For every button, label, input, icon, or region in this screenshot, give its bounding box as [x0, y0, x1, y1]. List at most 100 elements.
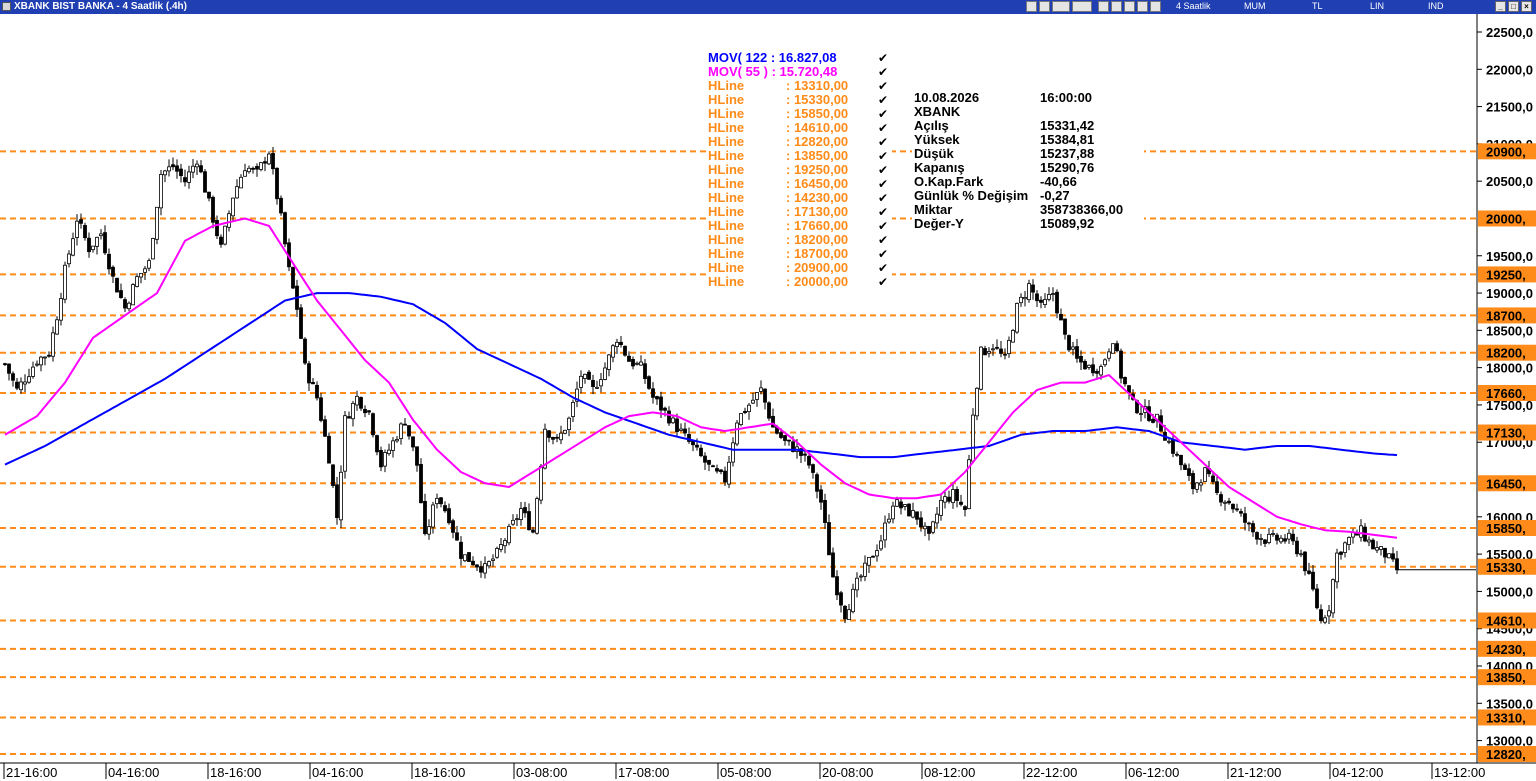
legend-hline-name[interactable]: HLine: [708, 120, 744, 135]
legend-check-icon[interactable]: ✔: [878, 233, 888, 247]
candle-body: [919, 517, 923, 528]
price-tick-label: 15500,0: [1486, 547, 1533, 562]
legend-hline-value[interactable]: : 15330,00: [786, 92, 848, 107]
legend-check-icon[interactable]: ✔: [878, 205, 888, 219]
legend-check-icon[interactable]: ✔: [878, 121, 888, 135]
legend-check-icon[interactable]: ✔: [878, 93, 888, 107]
legend-hline-value[interactable]: : 15850,00: [786, 106, 848, 121]
legend-hline-name[interactable]: HLine: [708, 106, 744, 121]
legend-mov-label[interactable]: MOV( 122 : 16.827,08: [708, 50, 837, 65]
legend-hline-name[interactable]: HLine: [708, 162, 744, 177]
legend-hline-value[interactable]: : 18700,00: [786, 246, 848, 261]
legend-check-icon[interactable]: ✔: [878, 247, 888, 261]
legend-hline-value[interactable]: : 17660,00: [786, 218, 848, 233]
legend-hline-name[interactable]: HLine: [708, 218, 744, 233]
candle-body: [63, 264, 67, 300]
candle-body: [651, 388, 655, 398]
legend-hline-name[interactable]: HLine: [708, 204, 744, 219]
legend-check-icon[interactable]: ✔: [878, 177, 888, 191]
draw-line-icon[interactable]: [1124, 1, 1135, 12]
legend-hline-name[interactable]: HLine: [708, 274, 744, 289]
candle-body: [879, 540, 883, 550]
legend-hline-value[interactable]: : 20900,00: [786, 260, 848, 275]
legend-check-icon[interactable]: ✔: [878, 275, 888, 289]
legend-hline-name[interactable]: HLine: [708, 260, 744, 275]
legend-hline-name[interactable]: HLine: [708, 246, 744, 261]
candle-body: [211, 196, 215, 223]
legend-hline-value[interactable]: : 16450,00: [786, 176, 848, 191]
scale-label[interactable]: LIN: [1370, 1, 1385, 11]
candle-body: [195, 163, 199, 168]
time-tick-label: 04-16:00: [108, 765, 159, 780]
legend-check-icon[interactable]: ✔: [878, 149, 888, 163]
candle-body: [887, 518, 891, 523]
minimize-button[interactable]: _: [1495, 1, 1506, 12]
legend-hline-value[interactable]: : 19250,00: [786, 162, 848, 177]
candle-body: [475, 564, 479, 568]
candle-body: [1111, 343, 1115, 354]
copy-icon[interactable]: [1039, 1, 1050, 12]
legend-check-icon[interactable]: ✔: [878, 261, 888, 275]
candle-body: [7, 363, 11, 374]
candle-body: [1175, 453, 1179, 456]
maximize-button[interactable]: □: [1508, 1, 1519, 12]
legend-hline-value[interactable]: : 14230,00: [786, 190, 848, 205]
legend-check-icon[interactable]: ✔: [878, 135, 888, 149]
candle-body: [735, 422, 739, 445]
legend-hline-value[interactable]: : 20000,00: [786, 274, 848, 289]
legend-hline-name[interactable]: HLine: [708, 134, 744, 149]
period-label[interactable]: 4 Saatlik: [1176, 1, 1211, 11]
zoom-icon[interactable]: [1111, 1, 1122, 12]
legend-hline-value[interactable]: : 17130,00: [786, 204, 848, 219]
candle-body: [1067, 335, 1071, 351]
legend-hline-value[interactable]: : 12820,00: [786, 134, 848, 149]
legend-check-icon[interactable]: ✔: [878, 191, 888, 205]
candle-body: [1279, 537, 1283, 543]
legend-check-icon[interactable]: ✔: [878, 107, 888, 121]
legend-hline-name[interactable]: HLine: [708, 148, 744, 163]
hline-label-bg: [1478, 669, 1536, 686]
legend-check-icon[interactable]: ✔: [878, 163, 888, 177]
info-value: -40,66: [1040, 174, 1077, 189]
indicator-label[interactable]: IND: [1428, 1, 1444, 11]
candle-body: [127, 302, 131, 310]
candle-body: [383, 452, 387, 467]
currency-label[interactable]: TL: [1312, 1, 1323, 11]
price-chart[interactable]: 22500,022000,021500,021000,020500,019500…: [0, 14, 1536, 781]
legend-hline-value[interactable]: : 13850,00: [786, 148, 848, 163]
legend-check-icon[interactable]: ✔: [878, 219, 888, 233]
legend-hline-name[interactable]: HLine: [708, 190, 744, 205]
grid-icon[interactable]: [1098, 1, 1109, 12]
legend-check-icon[interactable]: ✔: [878, 79, 888, 93]
legend-hline-name[interactable]: HLine: [708, 176, 744, 191]
candle-body: [751, 399, 755, 404]
settings-icon[interactable]: [1150, 1, 1161, 12]
legend-hline-value[interactable]: : 18200,00: [786, 232, 848, 247]
candle-body: [403, 423, 407, 426]
candle-body: [191, 165, 195, 173]
template-icon[interactable]: [1072, 1, 1092, 12]
hline-label: 20900,: [1486, 144, 1526, 159]
legend-hline-name[interactable]: HLine: [708, 78, 744, 93]
legend-hline-name[interactable]: HLine: [708, 232, 744, 247]
candle-body: [1015, 303, 1019, 333]
legend-hline-value[interactable]: : 13310,00: [786, 78, 848, 93]
candle-body: [1219, 494, 1223, 503]
legend-check-icon[interactable]: ✔: [878, 51, 888, 65]
candle-body: [619, 341, 623, 346]
legend-check-icon[interactable]: ✔: [878, 65, 888, 79]
candle-body: [1103, 359, 1107, 366]
candle-body: [1203, 467, 1207, 482]
candle-body: [891, 505, 895, 520]
hline-label-bg: [1478, 266, 1536, 283]
legend-mov-label[interactable]: MOV( 55 ) : 15.720,48: [708, 64, 837, 79]
candle-body: [15, 381, 19, 389]
period-selector-icon[interactable]: [1052, 1, 1070, 12]
close-button[interactable]: ×: [1521, 1, 1532, 12]
price-axis: 22500,022000,021500,021000,020500,019500…: [1477, 25, 1536, 762]
legend-hline-name[interactable]: HLine: [708, 92, 744, 107]
pencil-icon[interactable]: [1137, 1, 1148, 12]
lock-icon[interactable]: [1026, 1, 1037, 12]
chart-type-label[interactable]: MUM: [1244, 1, 1266, 11]
legend-hline-value[interactable]: : 14610,00: [786, 120, 848, 135]
